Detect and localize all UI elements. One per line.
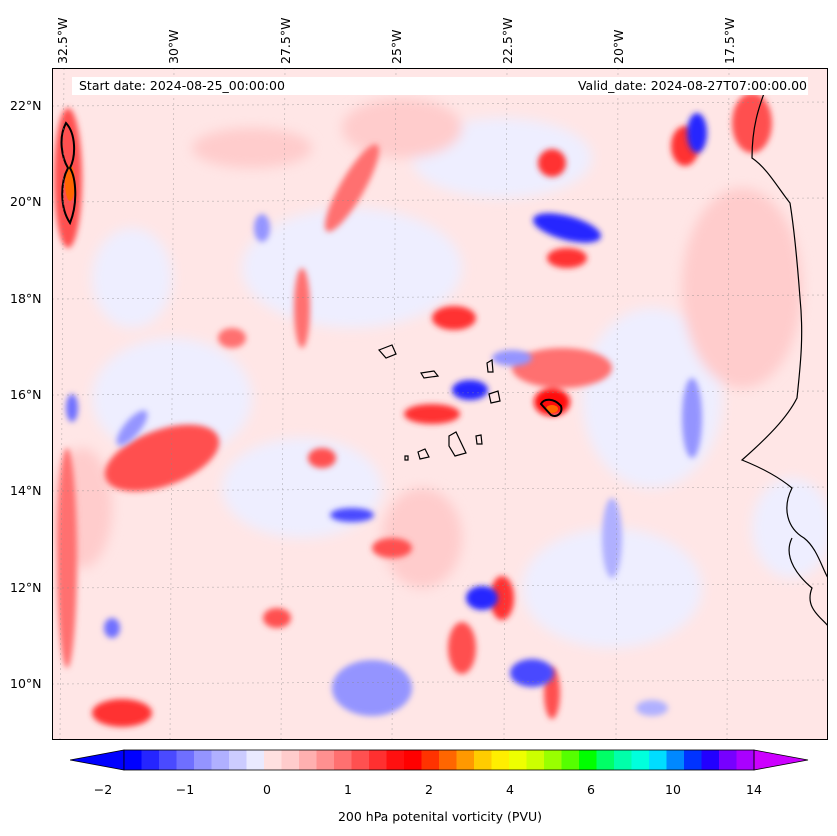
colorbar-segment [719, 750, 738, 770]
colorbar-tick-label: −1 [175, 782, 195, 797]
lat-label: 16°N [10, 387, 42, 402]
valid-date-label: Valid_date: 2024-08-27T07:00:00.00 [577, 78, 807, 93]
colorbar-tick-label: 4 [506, 782, 514, 797]
lat-label: 12°N [10, 580, 42, 595]
graticule [52, 68, 828, 740]
colorbar-segment [386, 750, 405, 770]
colorbar-segment [141, 750, 160, 770]
positive-pv-features [54, 93, 772, 727]
colorbar-segment [229, 750, 248, 770]
lon-label: 27.5°W [278, 17, 293, 64]
colorbar-title: 200 hPa potenital vorticity (PVU) [337, 809, 543, 824]
colorbar-tick-label: 10 [665, 782, 681, 797]
colorbar-segment [456, 750, 475, 770]
colorbar-segment [491, 750, 510, 770]
colorbar-segment [579, 750, 598, 770]
lon-label: 32.5°W [55, 17, 70, 64]
colorbar-segment [194, 750, 213, 770]
lat-label: 10°N [10, 676, 42, 691]
date-header [72, 77, 808, 95]
pv-maximum [546, 405, 558, 413]
lat-label: 20°N [10, 194, 42, 209]
colorbar-segment [264, 750, 283, 770]
colorbar-segment [124, 750, 143, 770]
lon-label: 30°W [166, 29, 181, 64]
lat-label: 22°N [10, 98, 42, 113]
lon-label: 17.5°W [722, 17, 737, 64]
colorbar-segment [596, 750, 615, 770]
colorbar-tick-label: −2 [93, 782, 113, 797]
colorbar-segment [351, 750, 370, 770]
map-panel [52, 68, 828, 740]
colorbar-segment [299, 750, 318, 770]
colorbar-segment [736, 750, 755, 770]
colorbar-over-extension [753, 749, 809, 771]
start-date-label: Start date: 2024-08-25_00:00:00 [79, 78, 285, 93]
colorbar-segment [246, 750, 265, 770]
colorbar-segment [369, 750, 388, 770]
island-outlines [377, 344, 501, 461]
africa-coastline [788, 537, 828, 627]
colorbar-tick-label: 14 [746, 782, 762, 797]
colorbar-segment [666, 750, 685, 770]
lon-label: 22.5°W [500, 17, 515, 64]
lon-label: 25°W [389, 29, 404, 64]
colorbar-segment [421, 750, 440, 770]
colorbar-segment [281, 750, 300, 770]
colorbar-segment [631, 750, 650, 770]
pv-contour [539, 398, 563, 417]
colorbar-segment [684, 750, 703, 770]
lat-label: 18°N [10, 291, 42, 306]
colorbar-segment [526, 750, 545, 770]
negative-pv-features [66, 113, 707, 716]
colorbar-tick-label: 0 [263, 782, 271, 797]
colorbar-segment [701, 750, 720, 770]
colorbar-segment [404, 750, 423, 770]
colorbar-tick-label: 2 [425, 782, 433, 797]
colorbar-segment [439, 750, 458, 770]
lat-label: 14°N [10, 483, 42, 498]
colorbar-segment [334, 750, 353, 770]
colorbar-segment [159, 750, 178, 770]
colorbar-segment [509, 750, 528, 770]
colorbar-tick-label: 6 [587, 782, 595, 797]
colorbar-segment [474, 750, 493, 770]
colorbar [70, 749, 809, 771]
pv-contour [60, 121, 77, 226]
lon-label: 20°W [611, 29, 626, 64]
colorbar-segment [544, 750, 563, 770]
colorbar-frame [123, 749, 755, 771]
colorbar-under-extension [70, 749, 125, 771]
colorbar-segment [316, 750, 335, 770]
colorbar-segment [561, 750, 580, 770]
colorbar-segment [176, 750, 195, 770]
colorbar-segment [649, 750, 668, 770]
colorbar-tick-label: 1 [344, 782, 352, 797]
colorbar-segment [211, 750, 230, 770]
colorbar-segment [614, 750, 633, 770]
africa-coastline [740, 82, 828, 579]
